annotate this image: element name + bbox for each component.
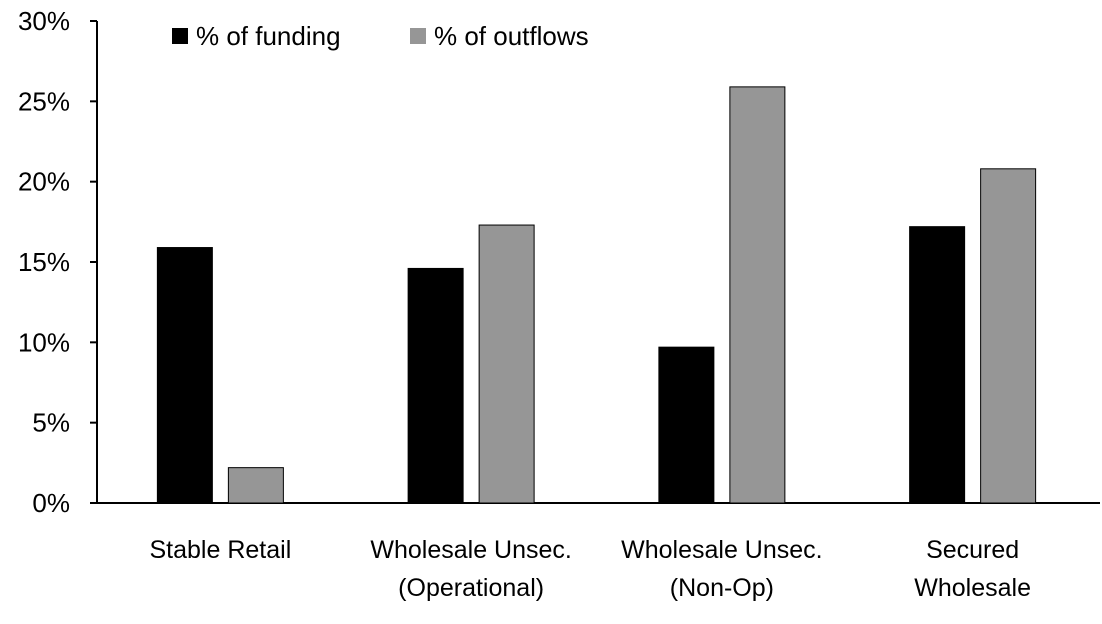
legend-label: % of outflows: [434, 21, 589, 51]
x-category-label: Secured: [926, 536, 1019, 564]
y-tick-label: 10%: [18, 327, 70, 357]
x-category-label: (Operational): [398, 574, 544, 602]
legend-label: % of funding: [196, 21, 341, 51]
y-tick-label: 25%: [18, 86, 70, 116]
bar-funding: [156, 247, 213, 504]
bar-funding: [909, 226, 966, 504]
bar-outflows: [729, 86, 786, 504]
y-tick-label: 5%: [32, 408, 70, 438]
legend-swatch: [410, 28, 426, 44]
x-category-label: Stable Retail: [150, 536, 292, 564]
bar-funding: [658, 346, 715, 504]
bar-outflows: [227, 467, 284, 504]
x-category-label: (Non-Op): [670, 574, 774, 602]
y-tick-label: 0%: [32, 488, 70, 518]
x-category-label: Wholesale Unsec.: [621, 536, 822, 564]
y-tick-label: 20%: [18, 167, 70, 197]
bar-outflows: [980, 168, 1037, 504]
y-tick-label: 15%: [18, 247, 70, 277]
bar-funding: [407, 267, 464, 504]
y-tick-label: 30%: [18, 6, 70, 36]
legend-swatch: [172, 28, 188, 44]
x-category-label: Wholesale Unsec.: [370, 536, 571, 564]
x-category-label: Wholesale: [914, 574, 1031, 602]
bar-outflows: [478, 224, 535, 504]
